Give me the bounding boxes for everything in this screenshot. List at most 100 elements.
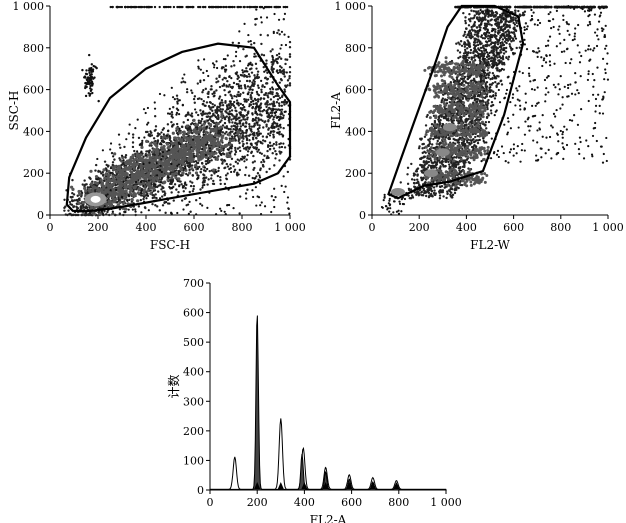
scatter-point xyxy=(223,159,226,162)
scatter-point xyxy=(107,213,111,217)
scatter-point xyxy=(278,159,281,162)
scatter-point xyxy=(476,41,479,44)
scatter-point xyxy=(259,98,262,101)
scatter-point xyxy=(256,70,260,73)
scatter-point xyxy=(287,124,290,127)
scatter-point xyxy=(216,5,220,9)
scatter-point xyxy=(469,17,473,20)
scatter-point xyxy=(146,106,150,110)
scatter-point xyxy=(239,73,243,77)
scatter-point xyxy=(259,5,262,9)
scatter-point xyxy=(112,167,116,172)
scatter-point xyxy=(268,141,272,144)
scatter-point xyxy=(483,37,487,40)
scatter-point xyxy=(246,116,249,119)
scatter-point xyxy=(71,178,74,182)
scatter-point xyxy=(224,64,228,68)
scatter-point xyxy=(176,179,180,183)
scatter-point xyxy=(254,55,257,58)
scatter-point xyxy=(117,166,122,170)
scatter-point xyxy=(280,66,283,69)
scatter-point xyxy=(237,137,241,141)
scatter-point xyxy=(88,71,91,75)
scatter-point xyxy=(224,166,227,169)
scatter-point xyxy=(233,100,236,104)
scatter-point xyxy=(150,5,153,9)
scatter-point xyxy=(231,114,234,117)
scatter-point xyxy=(275,53,279,57)
scatter-point xyxy=(267,156,270,160)
scatter-point xyxy=(146,189,150,193)
scatter-point xyxy=(111,5,114,9)
scatter-point xyxy=(175,151,179,156)
scatter-point xyxy=(111,182,116,186)
scatter-point xyxy=(260,201,263,204)
scatter-point xyxy=(201,204,204,207)
scatter-point xyxy=(247,73,251,76)
scatter-point xyxy=(92,64,95,68)
scatter-point xyxy=(149,191,153,196)
scatter-point xyxy=(137,170,141,174)
scatter-point xyxy=(151,158,155,162)
scatter-point xyxy=(286,170,290,174)
scatter-point xyxy=(165,161,169,165)
scatter-point xyxy=(237,139,240,143)
scatter-point xyxy=(245,142,249,145)
scatter-point xyxy=(253,5,257,9)
scatter-point xyxy=(182,135,187,139)
scatter-point xyxy=(250,91,253,95)
scatter-point xyxy=(215,77,218,80)
scatter-point xyxy=(468,12,471,16)
scatter-point xyxy=(242,115,245,119)
scatter-point xyxy=(90,63,94,66)
scatter-point xyxy=(158,92,162,96)
scatter-point xyxy=(207,178,210,181)
scatter-point xyxy=(271,86,274,89)
scatter-point xyxy=(72,205,75,209)
scatter-point xyxy=(135,176,139,180)
scatter-point xyxy=(237,94,241,98)
scatter-point xyxy=(229,106,232,109)
scatter-point xyxy=(194,171,199,175)
scatter-point xyxy=(126,199,129,202)
scatter-point xyxy=(111,210,114,213)
scatter-point xyxy=(219,153,222,156)
scatter-point xyxy=(217,169,220,173)
scatter-point xyxy=(217,155,220,158)
scatter-point xyxy=(227,107,230,111)
scatter-point xyxy=(288,77,291,80)
scatter-point xyxy=(102,173,105,176)
scatter-point xyxy=(175,122,179,126)
x-tick-label: 0 xyxy=(47,221,54,234)
scatter-point xyxy=(175,94,179,97)
scatter-point xyxy=(282,18,286,21)
scatter-point xyxy=(213,104,216,107)
scatter-point xyxy=(248,68,252,71)
scatter-point xyxy=(254,23,257,26)
scatter-point xyxy=(456,49,460,52)
scatter-point xyxy=(219,179,222,182)
scatter-point xyxy=(110,194,114,198)
scatter-point xyxy=(266,94,269,97)
scatter-point xyxy=(162,140,165,144)
scatter-point xyxy=(181,151,185,155)
scatter-point xyxy=(249,103,253,106)
scatter-point xyxy=(271,60,275,63)
scatter-point xyxy=(139,180,143,183)
scatter-point xyxy=(229,128,232,131)
scatter-point xyxy=(158,5,161,9)
scatter-point xyxy=(179,155,183,159)
scatter-point xyxy=(234,150,238,154)
scatter-point xyxy=(255,204,258,207)
scatter-point xyxy=(90,213,93,217)
scatter-point xyxy=(174,171,178,176)
scatter-point xyxy=(94,175,99,179)
scatter-point xyxy=(156,190,160,193)
scatter-point xyxy=(229,93,232,97)
scatter-point xyxy=(195,161,199,165)
scatter-point xyxy=(226,54,229,57)
scatter-point xyxy=(162,5,166,9)
scatter-point xyxy=(230,150,233,153)
scatter-point xyxy=(208,136,212,140)
scatter-point xyxy=(129,188,134,192)
